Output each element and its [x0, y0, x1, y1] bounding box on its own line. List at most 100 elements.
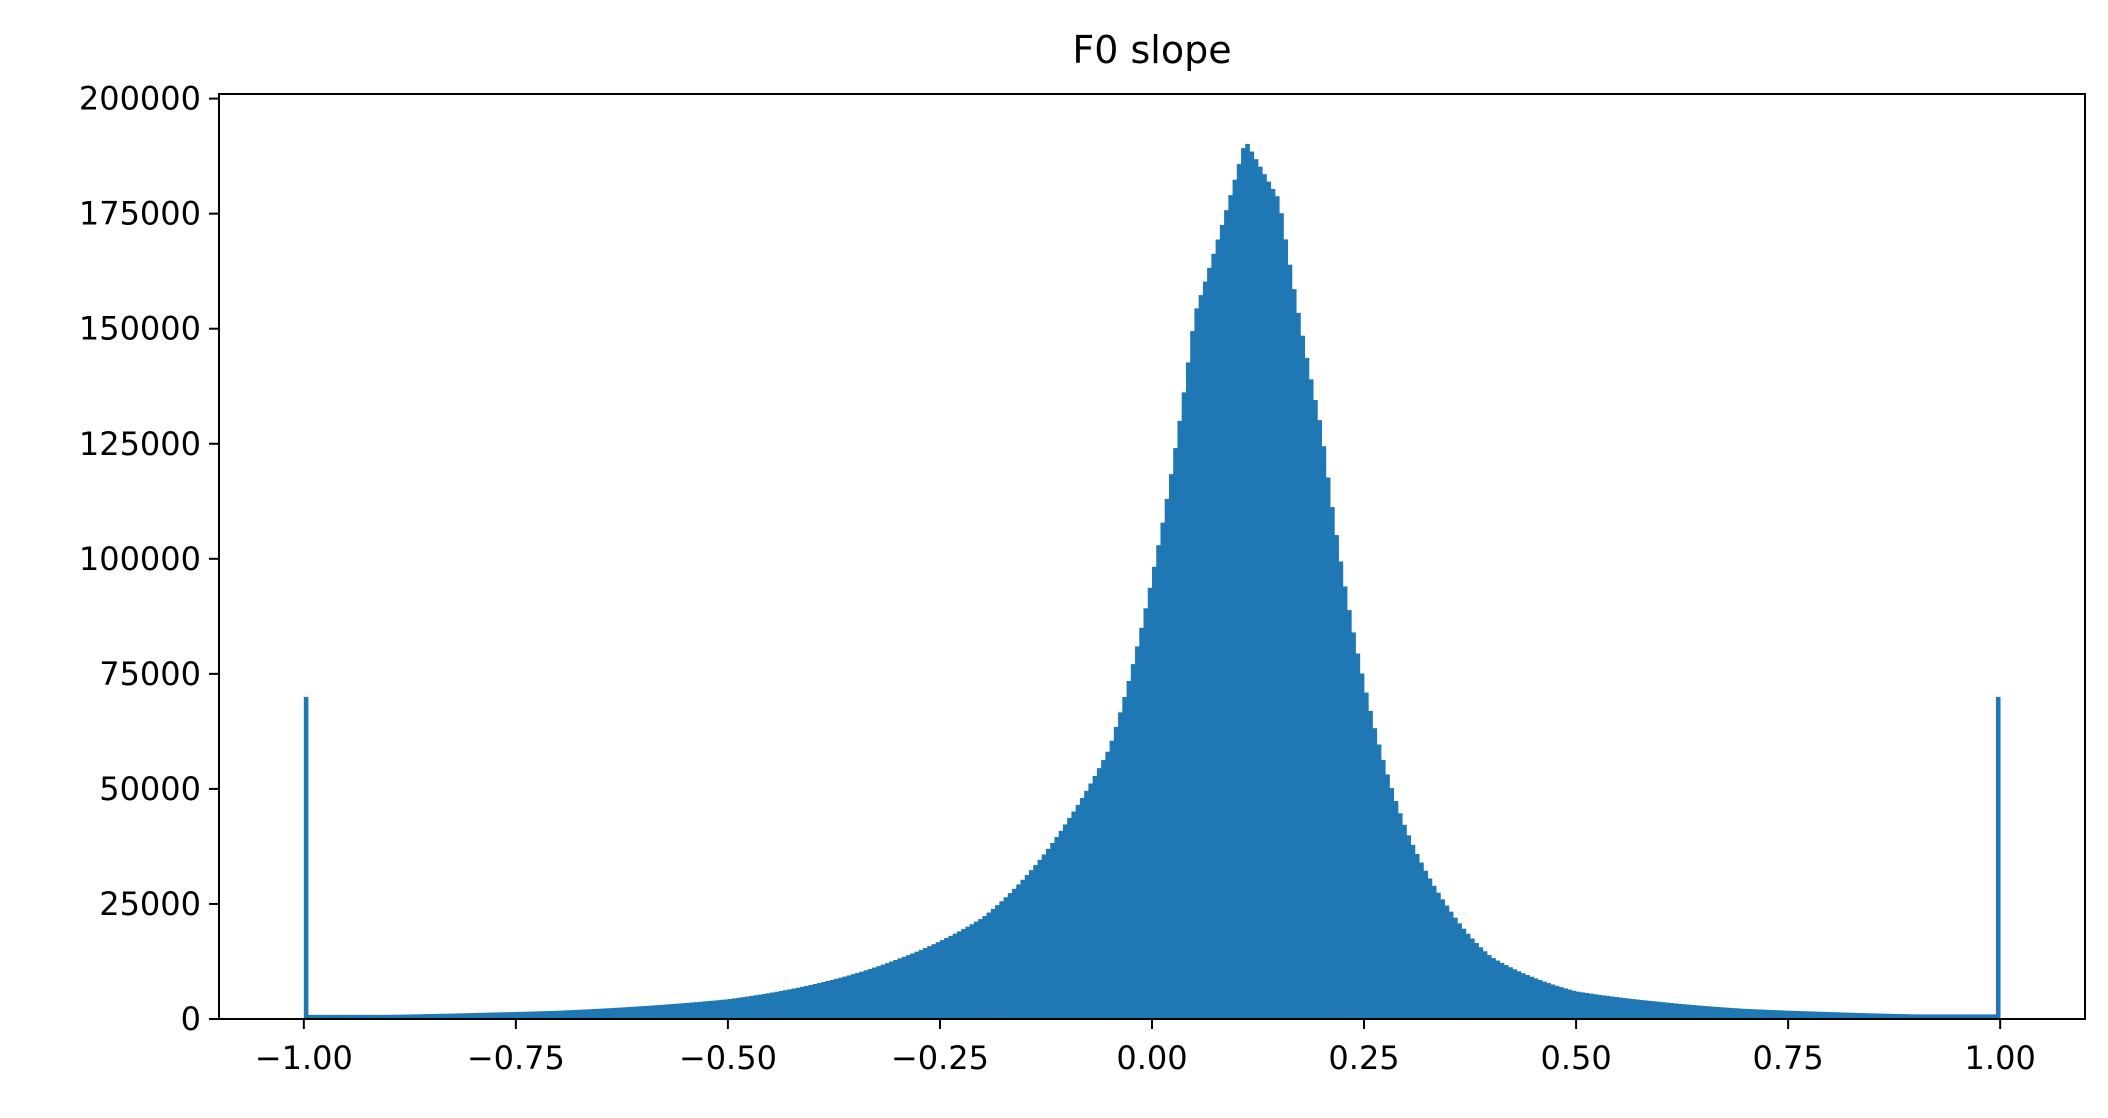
- histogram-bar: [1062, 824, 1068, 1019]
- histogram-bar: [736, 997, 741, 1019]
- histogram-bar: [1351, 632, 1356, 1019]
- histogram-bar: [829, 979, 835, 1019]
- histogram-bar: [1593, 994, 1598, 1019]
- histogram-bar: [358, 1014, 364, 1019]
- histogram-bar: [1754, 1009, 1759, 1019]
- histogram-bar: [414, 1014, 419, 1019]
- histogram-bar: [346, 1014, 351, 1019]
- histogram-bar: [1215, 239, 1221, 1020]
- histogram-bar: [1707, 1006, 1713, 1019]
- histogram-bar: [481, 1012, 487, 1019]
- histogram-bar: [1724, 1007, 1730, 1019]
- histogram-bar: [1385, 774, 1390, 1019]
- histogram-bar: [867, 968, 873, 1019]
- histogram-bar: [740, 997, 746, 1019]
- histogram-bar: [1962, 1014, 1967, 1019]
- histogram-bar: [1542, 981, 1547, 1019]
- y-tick-label: 100000: [79, 540, 201, 578]
- histogram-bar: [1152, 566, 1157, 1019]
- histogram-bar: [744, 996, 750, 1019]
- histogram-bar: [1758, 1009, 1764, 1019]
- histogram-bar: [647, 1005, 652, 1019]
- x-tick-label: −0.25: [891, 1039, 989, 1077]
- histogram-bar: [337, 1014, 343, 1019]
- histogram-bar: [1007, 893, 1013, 1019]
- histogram-bar: [1855, 1012, 1861, 1019]
- histogram-bar: [1919, 1014, 1925, 1019]
- histogram-bar: [1720, 1007, 1725, 1019]
- histogram-bar: [719, 999, 725, 1019]
- histogram-bar: [1851, 1012, 1857, 1019]
- histogram-bar: [922, 948, 928, 1019]
- y-tick-label: 50000: [99, 770, 201, 808]
- histogram-bar: [439, 1013, 445, 1019]
- histogram-bar: [880, 964, 886, 1019]
- histogram-bar: [672, 1003, 678, 1019]
- histogram-bar: [1885, 1013, 1891, 1019]
- histogram-bar: [320, 1014, 326, 1019]
- histogram-bar: [1249, 151, 1255, 1019]
- histogram-bar: [1584, 993, 1590, 1019]
- histogram-bar: [1741, 1008, 1747, 1019]
- histogram-bar: [1499, 962, 1505, 1019]
- histogram-bar: [1911, 1014, 1916, 1019]
- histogram-bar: [1296, 312, 1301, 1019]
- histogram-bar: [1258, 166, 1263, 1019]
- histogram-bar: [1308, 379, 1314, 1020]
- histogram-bar: [1690, 1004, 1696, 1019]
- histogram-bar: [1126, 680, 1132, 1019]
- histogram-bar: [787, 989, 792, 1019]
- histogram-bar: [350, 1014, 356, 1019]
- histogram-bar: [431, 1013, 436, 1019]
- histogram-bar: [1283, 239, 1289, 1019]
- histogram-bar: [1491, 958, 1496, 1019]
- histogram-bar: [961, 929, 966, 1019]
- histogram-bar: [1338, 561, 1344, 1019]
- histogram-bar: [1334, 535, 1339, 1019]
- histogram-bar: [842, 976, 847, 1019]
- histogram-bar: [1444, 905, 1450, 1019]
- histogram-bar: [1037, 859, 1043, 1019]
- histogram-bar: [367, 1014, 373, 1019]
- y-tick-label: 125000: [79, 425, 201, 463]
- histogram-bar: [1520, 973, 1526, 1019]
- histogram-bar: [791, 988, 797, 1019]
- histogram-bar: [1580, 992, 1585, 1019]
- x-tick-label: 0.75: [1753, 1039, 1824, 1077]
- histogram-bar: [1631, 999, 1636, 1019]
- histogram-bar: [677, 1003, 682, 1019]
- histogram-bar: [804, 985, 809, 1019]
- histogram-bar: [1262, 174, 1267, 1019]
- histogram-bar: [693, 1002, 699, 1019]
- histogram-bar: [532, 1011, 538, 1019]
- histogram-bar: [303, 696, 309, 1019]
- histogram-bar: [1236, 164, 1242, 1019]
- histogram-bar: [617, 1007, 623, 1019]
- histogram-bar: [1045, 848, 1051, 1019]
- histogram-bar: [1461, 928, 1467, 1019]
- histogram-bar: [507, 1012, 512, 1019]
- histogram-bar: [515, 1011, 521, 1019]
- histogram-bar: [1991, 1014, 1997, 1019]
- histogram-bar: [1936, 1014, 1942, 1019]
- histogram-bar: [1495, 960, 1501, 1019]
- histogram-bar: [325, 1014, 330, 1019]
- x-tick-label: −1.00: [255, 1039, 353, 1077]
- histogram-bar: [1635, 999, 1641, 1019]
- histogram-bar: [982, 916, 987, 1019]
- histogram-bar: [935, 942, 941, 1019]
- histogram-bar: [1457, 923, 1462, 1019]
- histogram-bar: [1033, 865, 1038, 1019]
- histogram-bar: [541, 1011, 546, 1019]
- histogram-bar: [1877, 1013, 1882, 1019]
- histogram-bars: [303, 143, 2001, 1020]
- histogram-bar: [1440, 899, 1445, 1019]
- histogram-bar: [1109, 740, 1115, 1019]
- histogram-bar: [405, 1014, 411, 1019]
- histogram-bar: [1054, 837, 1060, 1019]
- histogram-bar: [1915, 1014, 1920, 1019]
- histogram-bar: [392, 1014, 398, 1019]
- histogram-bar: [1847, 1012, 1853, 1019]
- histogram-bar: [901, 956, 907, 1019]
- histogram-bar: [1978, 1014, 1984, 1019]
